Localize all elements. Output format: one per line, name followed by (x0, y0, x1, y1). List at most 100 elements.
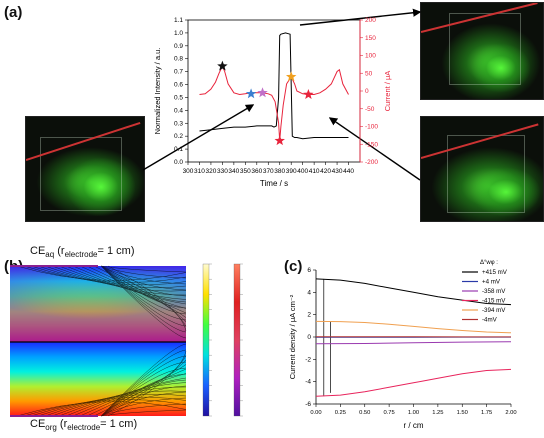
legend-entry: -394 mV (482, 307, 506, 314)
y-tick-label: -6 (305, 401, 311, 408)
x-tick-label: 0.00 (310, 410, 321, 416)
x-tick-label: 350 (240, 168, 251, 175)
x-tick-label: 300 (183, 168, 194, 175)
field-line (86, 265, 187, 318)
x-tick-label: 1.00 (408, 410, 419, 416)
y2-tick-label: 200 (365, 17, 376, 24)
y-tick-label: 0.8 (174, 56, 183, 63)
field-line (107, 350, 187, 417)
equipotential-line (100, 403, 187, 417)
star-marker (257, 87, 268, 98)
y2-axis-label: Current / μA (383, 71, 392, 112)
equipotential-line (100, 265, 187, 303)
y-tick-label: 0.6 (174, 82, 183, 89)
x-tick-label: 0.75 (383, 410, 394, 416)
star-marker (245, 88, 257, 99)
x-tick-label: 390 (286, 168, 297, 175)
equipotential-line (100, 265, 187, 273)
x-tick-label: 0.25 (335, 410, 346, 416)
y2-tick-label: 150 (365, 35, 376, 42)
x-tick-label: 0.50 (359, 410, 370, 416)
electrode-top (10, 265, 98, 267)
y-tick-label: 2 (307, 312, 311, 319)
x-tick-label: 1.50 (457, 410, 468, 416)
field-line (72, 373, 187, 417)
equipotential-line (100, 367, 187, 417)
equipotential-line (100, 265, 187, 339)
simulation-top-label: CEaq (relectrode= 1 cm) (30, 245, 135, 260)
x-tick-label: 360 (251, 168, 262, 175)
equipotential-line (100, 355, 187, 417)
y2-tick-label: 0 (365, 88, 369, 95)
series-line (315, 278, 512, 306)
equipotential-line (100, 265, 187, 309)
field-line (107, 265, 187, 332)
y-tick-label: 4 (307, 289, 311, 296)
x-tick-label: 1.25 (432, 410, 443, 416)
equipotential-line (100, 265, 187, 297)
x-tick-label: 430 (332, 168, 343, 175)
time-series-chart: 300 310 320 330 340 350 360 370 380 390 400 410 420 4… (153, 17, 392, 188)
y-tick-label: 1.0 (174, 30, 183, 37)
y2-tick-label: 100 (365, 53, 376, 60)
field-line (86, 364, 187, 417)
series-line (315, 368, 512, 397)
legend-title: Δ°wφ : (480, 260, 498, 266)
star-marker (303, 89, 314, 99)
simulation-bottom-label: CEorg (relectrode= 1 cm) (30, 418, 138, 433)
y-axis-label: Current density / μA cm⁻² (288, 294, 297, 379)
x-tick-label: 420 (320, 168, 331, 175)
panel-label-c: (c) (284, 258, 303, 275)
y-tick-label: 0.1 (174, 146, 183, 153)
legend-entry: +4 mV (482, 279, 501, 286)
star-marker (274, 135, 285, 146)
star-marker (285, 71, 297, 82)
field-line (72, 265, 187, 309)
y2-tick-label: -200 (365, 159, 378, 166)
equipotential-line (100, 409, 187, 417)
y-tick-label: 0.2 (174, 133, 183, 140)
y-tick-label: 0.9 (174, 43, 183, 50)
arrow-from-bottom-right-photo (328, 117, 421, 181)
x-axis-label: Time / s (260, 179, 288, 188)
series-line-current (199, 64, 349, 141)
series-line (315, 341, 512, 345)
field-line (79, 265, 187, 314)
y-tick-label: -4 (305, 379, 311, 386)
equipotential-line (100, 265, 187, 333)
equipotential-line (100, 349, 187, 417)
equipotential-line (100, 265, 187, 285)
legend-entry: -358 mV (482, 288, 506, 295)
y-tick-label: 0.0 (174, 159, 183, 166)
legend-entry: -415 mV (482, 298, 506, 305)
equipotential-line (100, 361, 187, 417)
x-tick-label: 2.00 (505, 410, 516, 416)
y-tick-label: 0.3 (174, 120, 183, 127)
x-tick-label: 340 (228, 168, 239, 175)
equipotential-line (100, 265, 187, 315)
x-tick-label: 310 (194, 168, 205, 175)
x-tick-label: 400 (297, 168, 308, 175)
y2-tick-label: -150 (365, 141, 378, 148)
y-tick-label: 0 (307, 334, 311, 341)
legend-entry: +415 mV (482, 269, 508, 276)
arrow-to-top-right-photo (299, 8, 422, 26)
y-axis-label: Normalized Intensity / a.u. (153, 48, 162, 135)
x-tick-label: 370 (263, 168, 274, 175)
panel-label-a: (a) (4, 4, 23, 21)
y2-tick-label: -100 (365, 124, 378, 131)
x-axis-label: r / cm (404, 421, 424, 430)
current-density-chart: 0.00 0.25 0.50 0.75 1.00 1.25 1.50 1.75 2.00 -6 -4… (288, 260, 517, 430)
x-tick-label: 320 (206, 168, 217, 175)
y2-tick-label: 50 (365, 70, 373, 77)
y-tick-label: 0.7 (174, 69, 183, 76)
y-tick-label: -2 (305, 356, 311, 363)
x-tick-label: 410 (309, 168, 320, 175)
y-tick-label: 6 (307, 267, 311, 274)
equipotential-line (100, 373, 187, 417)
x-tick-label: 1.75 (481, 410, 492, 416)
y-tick-label: 0.4 (174, 107, 183, 114)
y-tick-label: 0.5 (174, 94, 183, 101)
electrode-bottom (10, 415, 98, 417)
equipotential-line (100, 379, 187, 417)
